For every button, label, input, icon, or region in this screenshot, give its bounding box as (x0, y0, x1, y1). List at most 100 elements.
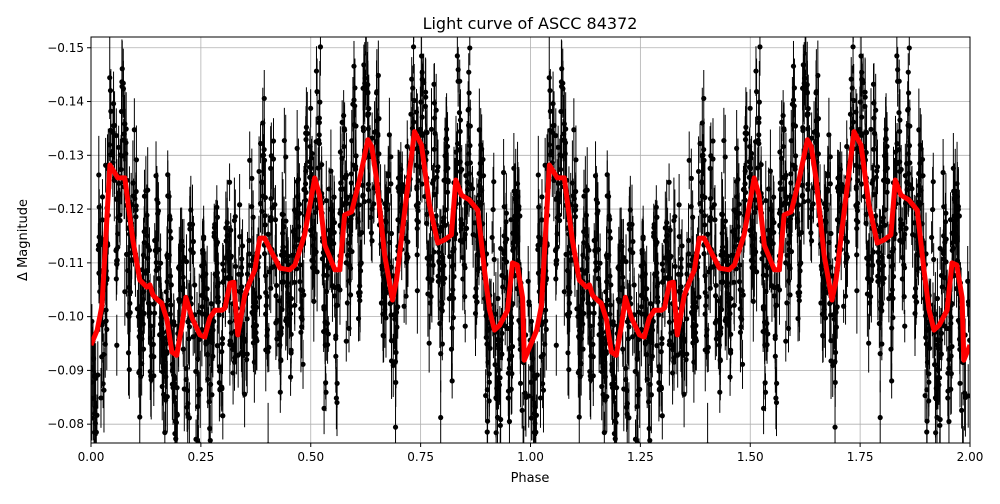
data-point (215, 240, 220, 245)
data-point (903, 226, 908, 231)
data-point (608, 236, 613, 241)
data-point (187, 324, 192, 329)
data-point (228, 228, 233, 233)
data-point (656, 312, 661, 317)
data-point (554, 343, 559, 348)
data-point (176, 265, 181, 270)
data-point (823, 315, 828, 320)
data-point (192, 282, 197, 287)
data-point (966, 302, 971, 307)
data-point (240, 243, 245, 248)
data-point (823, 205, 828, 210)
data-point (98, 395, 103, 400)
data-point (491, 179, 496, 184)
data-point (187, 222, 192, 227)
data-point (471, 232, 476, 237)
data-point (411, 22, 416, 27)
data-point (363, 19, 368, 24)
data-point (263, 347, 268, 352)
data-point (338, 180, 343, 185)
data-point (701, 158, 706, 163)
data-point (444, 136, 449, 141)
data-point (648, 382, 653, 387)
data-point (578, 374, 583, 379)
data-point (699, 209, 704, 214)
data-point (450, 325, 455, 330)
data-point (878, 415, 883, 420)
data-point (705, 232, 710, 237)
data-point (302, 186, 307, 191)
data-point (635, 441, 640, 446)
data-point (411, 44, 416, 49)
data-point (773, 396, 778, 401)
data-point (845, 254, 850, 259)
data-point (114, 343, 119, 348)
data-point (116, 145, 121, 150)
data-point (558, 109, 563, 114)
data-point (304, 125, 309, 130)
data-point (195, 356, 200, 361)
data-point (147, 301, 152, 306)
data-point (434, 175, 439, 180)
data-point (188, 207, 193, 212)
data-point (195, 444, 200, 449)
data-point (148, 323, 153, 328)
data-point (615, 265, 620, 270)
data-point (677, 202, 682, 207)
data-point (168, 273, 173, 278)
data-point (786, 262, 791, 267)
data-point (877, 321, 882, 326)
data-point (791, 64, 796, 69)
data-point (388, 154, 393, 159)
data-point (828, 312, 833, 317)
data-point (777, 287, 782, 292)
data-point (647, 466, 652, 471)
data-point (455, 161, 460, 166)
data-point (220, 261, 225, 266)
data-point (138, 374, 143, 379)
data-point (141, 289, 146, 294)
data-point (536, 234, 541, 239)
data-point (277, 342, 282, 347)
data-point (610, 483, 615, 488)
data-point (687, 158, 692, 163)
data-point (334, 303, 339, 308)
data-point (205, 377, 210, 382)
data-point (832, 425, 837, 430)
data-point (308, 106, 313, 111)
data-point (122, 121, 127, 126)
data-point (933, 430, 938, 435)
data-point (492, 257, 497, 262)
data-point (326, 331, 331, 336)
data-point (655, 295, 660, 300)
data-point (467, 143, 472, 148)
data-point (581, 311, 586, 316)
data-point (420, 77, 425, 82)
data-point (427, 341, 432, 346)
data-point (278, 390, 283, 395)
data-point (132, 196, 137, 201)
data-point (844, 144, 849, 149)
data-point (309, 151, 314, 156)
data-point (936, 382, 941, 387)
data-point (92, 374, 97, 379)
data-point (323, 320, 328, 325)
data-point (369, 238, 374, 243)
data-point (279, 280, 284, 285)
data-point (196, 441, 201, 446)
data-point (328, 169, 333, 174)
data-point (410, 85, 415, 90)
data-point (89, 319, 94, 324)
data-point (607, 273, 612, 278)
data-point (740, 362, 745, 367)
data-point (642, 285, 647, 290)
data-point (509, 315, 514, 320)
data-point (700, 153, 705, 158)
data-point (879, 341, 884, 346)
data-point (113, 248, 118, 253)
data-point (858, 53, 863, 58)
data-point (261, 153, 266, 158)
data-point (217, 312, 222, 317)
data-point (874, 175, 879, 180)
